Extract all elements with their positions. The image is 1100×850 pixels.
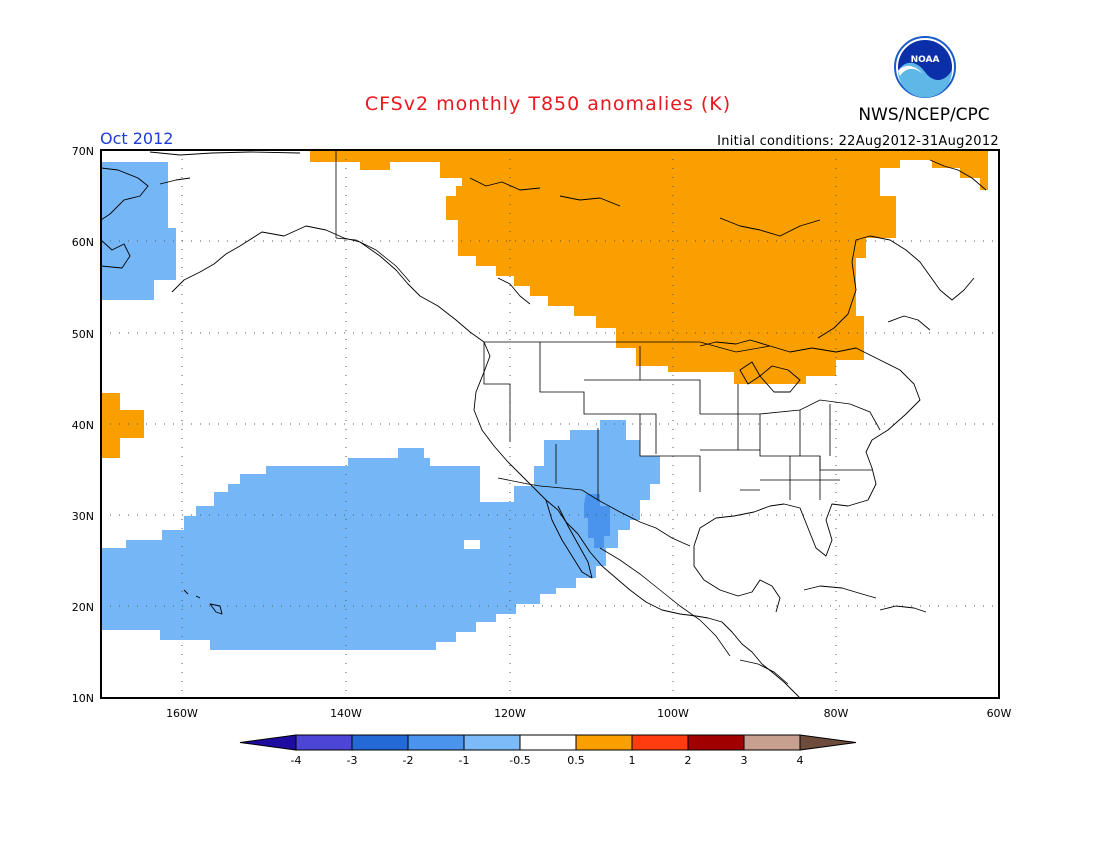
- colorbar-swatch: [687, 734, 745, 751]
- noaa-logo-text: NOAA: [911, 55, 940, 65]
- lon-label-140w: 140W: [330, 707, 362, 720]
- colorbar-arrow-low: [239, 734, 297, 751]
- warm-anomaly-areas: [101, 150, 988, 458]
- lon-label-60w: 60W: [987, 707, 1012, 720]
- agency-label: NWS/NCEP/CPC: [858, 105, 989, 125]
- lat-label-50n: 50N: [72, 328, 94, 341]
- colorbar-label: -4: [291, 754, 302, 767]
- lon-label-120w: 120W: [494, 707, 526, 720]
- coastlines: [101, 151, 987, 698]
- colorbar-swatch: [407, 734, 465, 751]
- colorbar-swatch: [631, 734, 689, 751]
- colorbar: -4 -3 -2 -1 -0.5 0.5 1 2 3 4: [239, 734, 857, 767]
- lat-label-70n: 70N: [72, 145, 94, 158]
- lon-label-100w: 100W: [657, 707, 689, 720]
- cool-anomaly-pacific-mexico: [101, 420, 660, 650]
- colorbar-label: -1: [459, 754, 470, 767]
- colorbar-swatch: [519, 734, 577, 751]
- anomaly-gap: [464, 540, 480, 549]
- colorbar-swatch: [351, 734, 409, 751]
- colorbar-arrow-high: [799, 734, 857, 751]
- colorbar-label: 0.5: [567, 754, 585, 767]
- colorbar-label: 1: [629, 754, 636, 767]
- month-label: Oct 2012: [100, 129, 173, 148]
- political-borders: [335, 150, 881, 685]
- colorbar-label: -3: [347, 754, 358, 767]
- colorbar-label: -0.5: [509, 754, 530, 767]
- cool-anomaly-siberia: [101, 162, 176, 300]
- colorbar-swatch: [463, 734, 521, 751]
- map-panel: [101, 150, 999, 698]
- initial-conditions-label: Initial conditions: 22Aug2012-31Aug2012: [717, 134, 999, 149]
- colorbar-label: 3: [741, 754, 748, 767]
- colorbar-label: 4: [797, 754, 804, 767]
- noaa-logo: NOAA: [894, 36, 956, 98]
- warm-anomaly-pacific: [101, 393, 144, 458]
- warm-anomaly-canada: [310, 150, 988, 384]
- colorbar-swatch: [295, 734, 353, 751]
- lat-label-10n: 10N: [72, 692, 94, 705]
- latitude-labels: 10N 20N 30N 40N 50N 60N 70N: [72, 145, 94, 705]
- lat-label-60n: 60N: [72, 236, 94, 249]
- colorbar-swatch: [743, 734, 801, 751]
- cool-anomaly-mexico-core: [584, 494, 610, 548]
- cool-anomaly-areas: [101, 162, 660, 650]
- lon-label-160w: 160W: [166, 707, 198, 720]
- chart-title: CFSv2 monthly T850 anomalies (K): [365, 93, 731, 115]
- longitude-labels: 160W 140W 120W 100W 80W 60W: [166, 707, 1011, 720]
- colorbar-swatch: [575, 734, 633, 751]
- lat-label-40n: 40N: [72, 419, 94, 432]
- lon-label-80w: 80W: [824, 707, 849, 720]
- map-frame: [100, 149, 1000, 699]
- lat-label-20n: 20N: [72, 601, 94, 614]
- colorbar-label: -2: [403, 754, 414, 767]
- lat-label-30n: 30N: [72, 510, 94, 523]
- colorbar-label: 2: [685, 754, 692, 767]
